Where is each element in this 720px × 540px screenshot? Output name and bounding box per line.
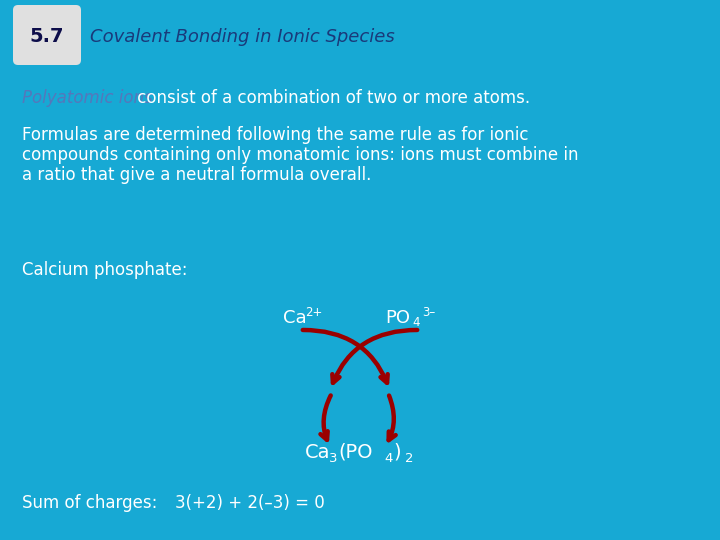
Text: Sum of charges:: Sum of charges: xyxy=(22,494,158,512)
Text: ): ) xyxy=(393,442,400,462)
Text: Polyatomic ions: Polyatomic ions xyxy=(22,89,153,107)
Text: (PO: (PO xyxy=(338,442,372,462)
Text: a ratio that give a neutral formula overall.: a ratio that give a neutral formula over… xyxy=(22,166,372,184)
Text: PO: PO xyxy=(385,309,410,327)
Text: Calcium phosphate:: Calcium phosphate: xyxy=(22,261,187,279)
Text: 3(+2) + 2(–3) = 0: 3(+2) + 2(–3) = 0 xyxy=(175,494,325,512)
FancyBboxPatch shape xyxy=(13,5,81,65)
Text: Ca: Ca xyxy=(283,309,307,327)
Text: 2+: 2+ xyxy=(305,306,323,319)
Text: 4: 4 xyxy=(384,451,392,464)
Text: 3–: 3– xyxy=(422,306,436,319)
Text: Formulas are determined following the same rule as for ionic: Formulas are determined following the sa… xyxy=(22,126,528,144)
Text: 3: 3 xyxy=(329,451,338,464)
Text: Ca: Ca xyxy=(305,442,330,462)
Text: 4: 4 xyxy=(412,316,420,329)
Text: compounds containing only monatomic ions: ions must combine in: compounds containing only monatomic ions… xyxy=(22,146,578,164)
Text: Covalent Bonding in Ionic Species: Covalent Bonding in Ionic Species xyxy=(90,28,395,46)
Text: consist of a combination of two or more atoms.: consist of a combination of two or more … xyxy=(132,89,530,107)
Text: 5.7: 5.7 xyxy=(30,28,64,46)
Text: 2: 2 xyxy=(405,451,413,464)
